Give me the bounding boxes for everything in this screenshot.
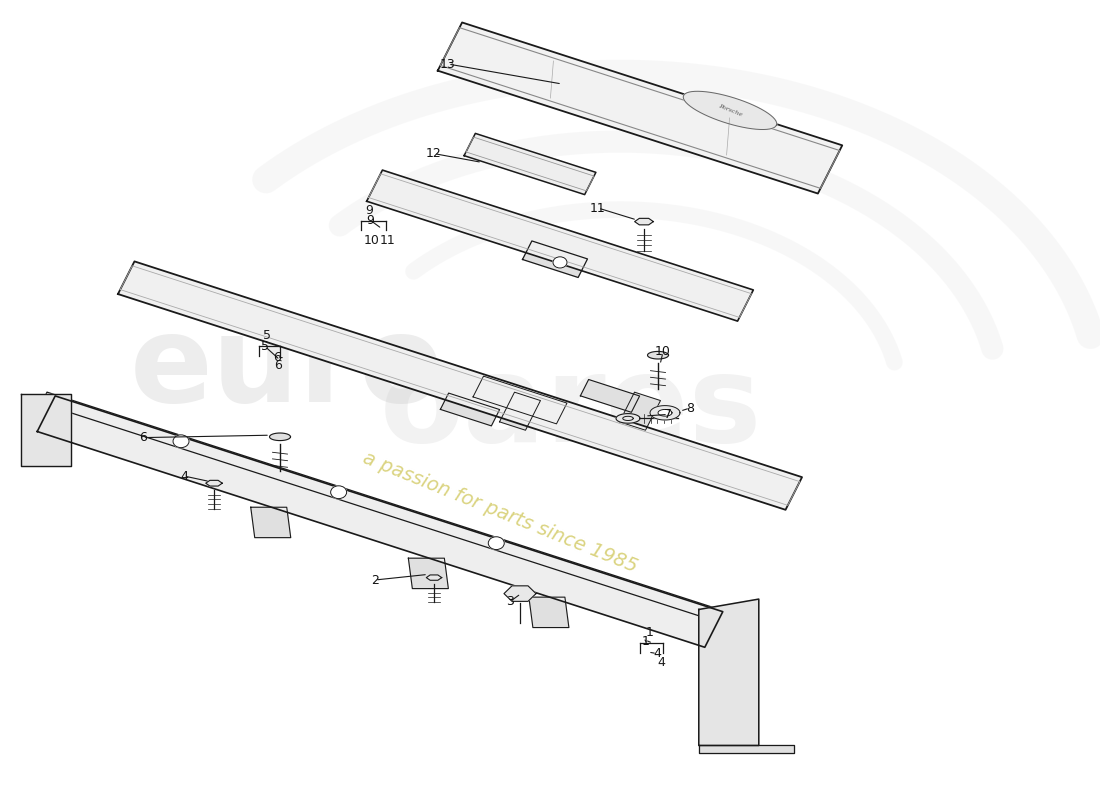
Polygon shape <box>504 586 536 602</box>
Text: 13: 13 <box>440 58 455 70</box>
Text: 6: 6 <box>274 359 282 372</box>
Text: 11: 11 <box>379 234 396 246</box>
Text: 2: 2 <box>371 574 378 586</box>
Polygon shape <box>270 433 290 441</box>
Polygon shape <box>698 599 759 746</box>
Text: 7: 7 <box>664 408 672 421</box>
Polygon shape <box>37 396 723 647</box>
Text: 5: 5 <box>261 340 270 353</box>
Text: 3: 3 <box>506 595 514 608</box>
Polygon shape <box>658 410 672 416</box>
Polygon shape <box>522 241 587 278</box>
Polygon shape <box>499 392 540 430</box>
Text: euro: euro <box>130 310 444 426</box>
Text: 1: 1 <box>646 626 653 639</box>
Text: 10: 10 <box>364 234 380 246</box>
Text: Porsche: Porsche <box>717 103 743 118</box>
Polygon shape <box>251 507 290 538</box>
Polygon shape <box>683 91 777 130</box>
Text: 12: 12 <box>426 147 442 160</box>
Text: 5: 5 <box>263 330 271 342</box>
Polygon shape <box>619 392 660 430</box>
Polygon shape <box>408 558 449 589</box>
Text: 1: 1 <box>642 635 650 648</box>
Polygon shape <box>648 351 669 359</box>
Polygon shape <box>118 262 802 510</box>
Text: 10: 10 <box>656 346 671 358</box>
Text: 4: 4 <box>653 647 661 660</box>
Polygon shape <box>438 22 843 194</box>
Polygon shape <box>616 414 640 423</box>
Text: 6: 6 <box>139 431 147 444</box>
Polygon shape <box>581 379 639 412</box>
Polygon shape <box>473 376 566 424</box>
Text: 8: 8 <box>686 402 694 414</box>
Polygon shape <box>427 575 442 580</box>
Text: a passion for parts since 1985: a passion for parts since 1985 <box>360 448 640 576</box>
Polygon shape <box>698 746 794 754</box>
Text: 4: 4 <box>180 470 188 482</box>
Circle shape <box>553 257 566 268</box>
Polygon shape <box>650 406 680 420</box>
Polygon shape <box>464 134 596 194</box>
Text: 9: 9 <box>366 214 374 226</box>
Polygon shape <box>206 480 222 486</box>
Text: 4: 4 <box>657 656 664 669</box>
Text: 6: 6 <box>273 351 280 364</box>
Polygon shape <box>21 394 72 466</box>
Circle shape <box>173 435 189 448</box>
Polygon shape <box>42 392 715 619</box>
Polygon shape <box>366 170 754 321</box>
Text: 9: 9 <box>365 204 373 217</box>
Polygon shape <box>440 393 499 426</box>
Circle shape <box>488 537 504 550</box>
Polygon shape <box>529 597 569 627</box>
Text: 11: 11 <box>590 202 606 214</box>
Polygon shape <box>635 218 653 225</box>
Circle shape <box>331 486 346 498</box>
Text: oares: oares <box>379 350 762 466</box>
